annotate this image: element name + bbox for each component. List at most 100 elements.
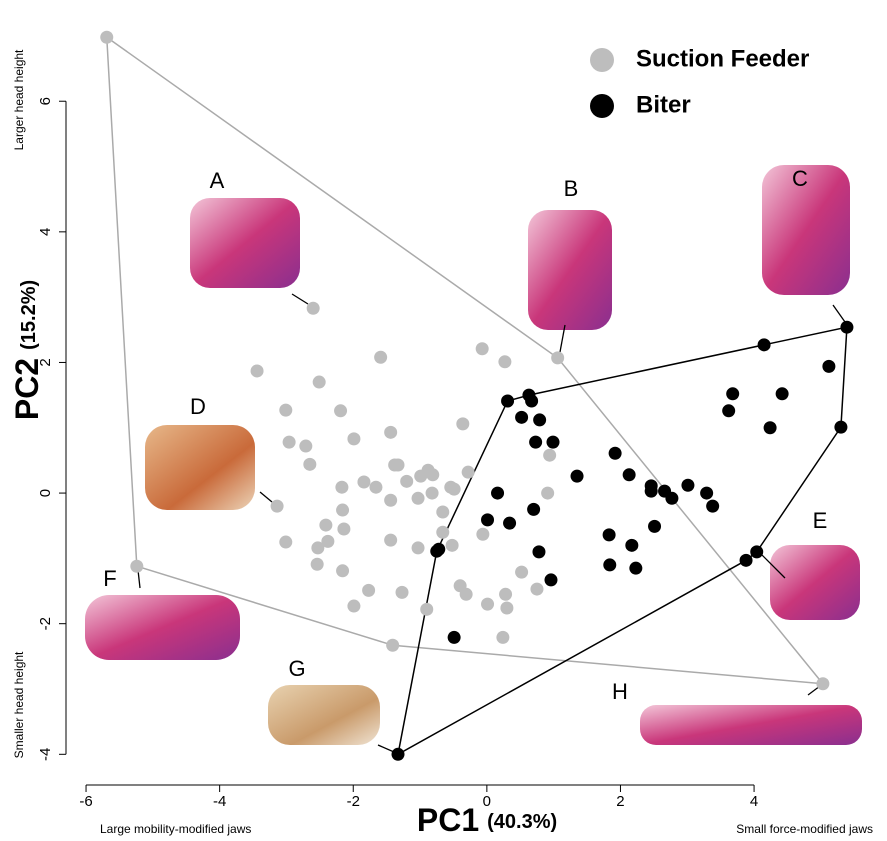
y-tick-label: 0 bbox=[37, 489, 54, 497]
data-point bbox=[250, 364, 264, 378]
specimen-photo bbox=[528, 210, 612, 330]
data-point bbox=[270, 499, 284, 513]
data-point bbox=[303, 457, 317, 471]
data-point bbox=[310, 557, 324, 571]
data-point bbox=[499, 587, 513, 601]
data-point bbox=[445, 538, 459, 552]
data-point bbox=[347, 432, 361, 446]
photo-label: A bbox=[210, 168, 225, 193]
data-point bbox=[515, 410, 529, 424]
x-tick-label: -2 bbox=[347, 793, 360, 810]
corner-label: Smaller head height bbox=[12, 651, 26, 758]
x-tick-label: 0 bbox=[483, 793, 491, 810]
data-point bbox=[625, 538, 639, 552]
data-point bbox=[500, 601, 514, 615]
data-point bbox=[546, 435, 560, 449]
leader-line bbox=[259, 491, 273, 503]
data-point bbox=[336, 564, 350, 578]
data-point bbox=[411, 491, 425, 505]
data-point bbox=[311, 541, 325, 555]
data-point bbox=[447, 630, 461, 644]
data-point bbox=[374, 350, 388, 364]
data-point bbox=[816, 677, 830, 691]
leader-line bbox=[291, 293, 309, 305]
data-point bbox=[436, 525, 450, 539]
data-point bbox=[533, 413, 547, 427]
data-point bbox=[529, 435, 543, 449]
data-point bbox=[648, 519, 662, 533]
x-tick-label: 2 bbox=[616, 793, 624, 810]
data-point bbox=[644, 484, 658, 498]
y-tick-label: 2 bbox=[37, 358, 54, 366]
data-point bbox=[750, 545, 764, 559]
data-point bbox=[532, 545, 546, 559]
photo-label: D bbox=[190, 394, 206, 419]
data-point bbox=[279, 403, 293, 417]
data-point bbox=[822, 359, 836, 373]
data-point bbox=[834, 420, 848, 434]
data-point bbox=[481, 597, 495, 611]
data-point bbox=[475, 342, 489, 356]
data-point bbox=[391, 458, 405, 472]
specimen-photo bbox=[640, 705, 862, 745]
specimen-photo bbox=[762, 165, 850, 295]
x-axis-label-main: PC1 bbox=[417, 802, 479, 838]
data-point bbox=[775, 387, 789, 401]
data-point bbox=[384, 533, 398, 547]
data-point bbox=[665, 491, 679, 505]
leader-line bbox=[832, 304, 846, 323]
corner-label: Small force-modified jaws bbox=[736, 822, 873, 836]
data-point bbox=[840, 320, 854, 334]
data-point bbox=[130, 559, 144, 573]
x-axis-label-detail: (40.3%) bbox=[487, 811, 557, 833]
data-point bbox=[543, 448, 557, 462]
data-point bbox=[491, 486, 505, 500]
photo-label: H bbox=[612, 679, 628, 704]
data-point bbox=[420, 602, 434, 616]
y-axis-label: PC2 (15.2%) bbox=[9, 280, 45, 420]
data-point bbox=[384, 493, 398, 507]
x-tick-label: 4 bbox=[750, 793, 758, 810]
data-point bbox=[481, 513, 495, 527]
specimen-photo bbox=[145, 425, 255, 510]
data-point bbox=[757, 338, 771, 352]
data-point bbox=[447, 482, 461, 496]
x-tick-label: -6 bbox=[79, 793, 92, 810]
data-point bbox=[476, 527, 490, 541]
data-point bbox=[496, 630, 510, 644]
legend-marker bbox=[590, 94, 614, 118]
leader-line bbox=[137, 569, 141, 589]
data-point bbox=[503, 516, 517, 530]
x-axis-label: PC1 (40.3%) bbox=[417, 802, 557, 838]
data-point bbox=[541, 486, 555, 500]
data-point bbox=[369, 480, 383, 494]
data-point bbox=[282, 435, 296, 449]
y-tick-label: -4 bbox=[37, 748, 54, 761]
data-point bbox=[603, 558, 617, 572]
y-axis-label-main: PC2 bbox=[9, 358, 45, 420]
data-point bbox=[362, 583, 376, 597]
photo-label: F bbox=[103, 566, 116, 591]
data-point bbox=[335, 480, 349, 494]
leader-line bbox=[377, 744, 395, 753]
data-point bbox=[299, 439, 313, 453]
legend-label: Suction Feeder bbox=[636, 45, 809, 72]
data-point bbox=[722, 404, 736, 418]
data-point bbox=[386, 638, 400, 652]
data-point bbox=[456, 417, 470, 431]
data-point bbox=[425, 486, 439, 500]
data-point bbox=[334, 404, 348, 418]
data-point bbox=[602, 528, 616, 542]
data-point bbox=[336, 503, 350, 517]
data-point bbox=[426, 468, 440, 482]
specimen-photo bbox=[190, 198, 300, 288]
data-point bbox=[100, 30, 114, 44]
data-point bbox=[432, 542, 446, 556]
specimen-photo bbox=[770, 545, 860, 620]
y-tick-label: -2 bbox=[37, 617, 54, 630]
convex-hull bbox=[105, 35, 825, 685]
corner-label: Larger head height bbox=[12, 49, 26, 150]
specimen-photos bbox=[85, 165, 862, 745]
data-point bbox=[570, 469, 584, 483]
photo-label: G bbox=[288, 656, 305, 681]
